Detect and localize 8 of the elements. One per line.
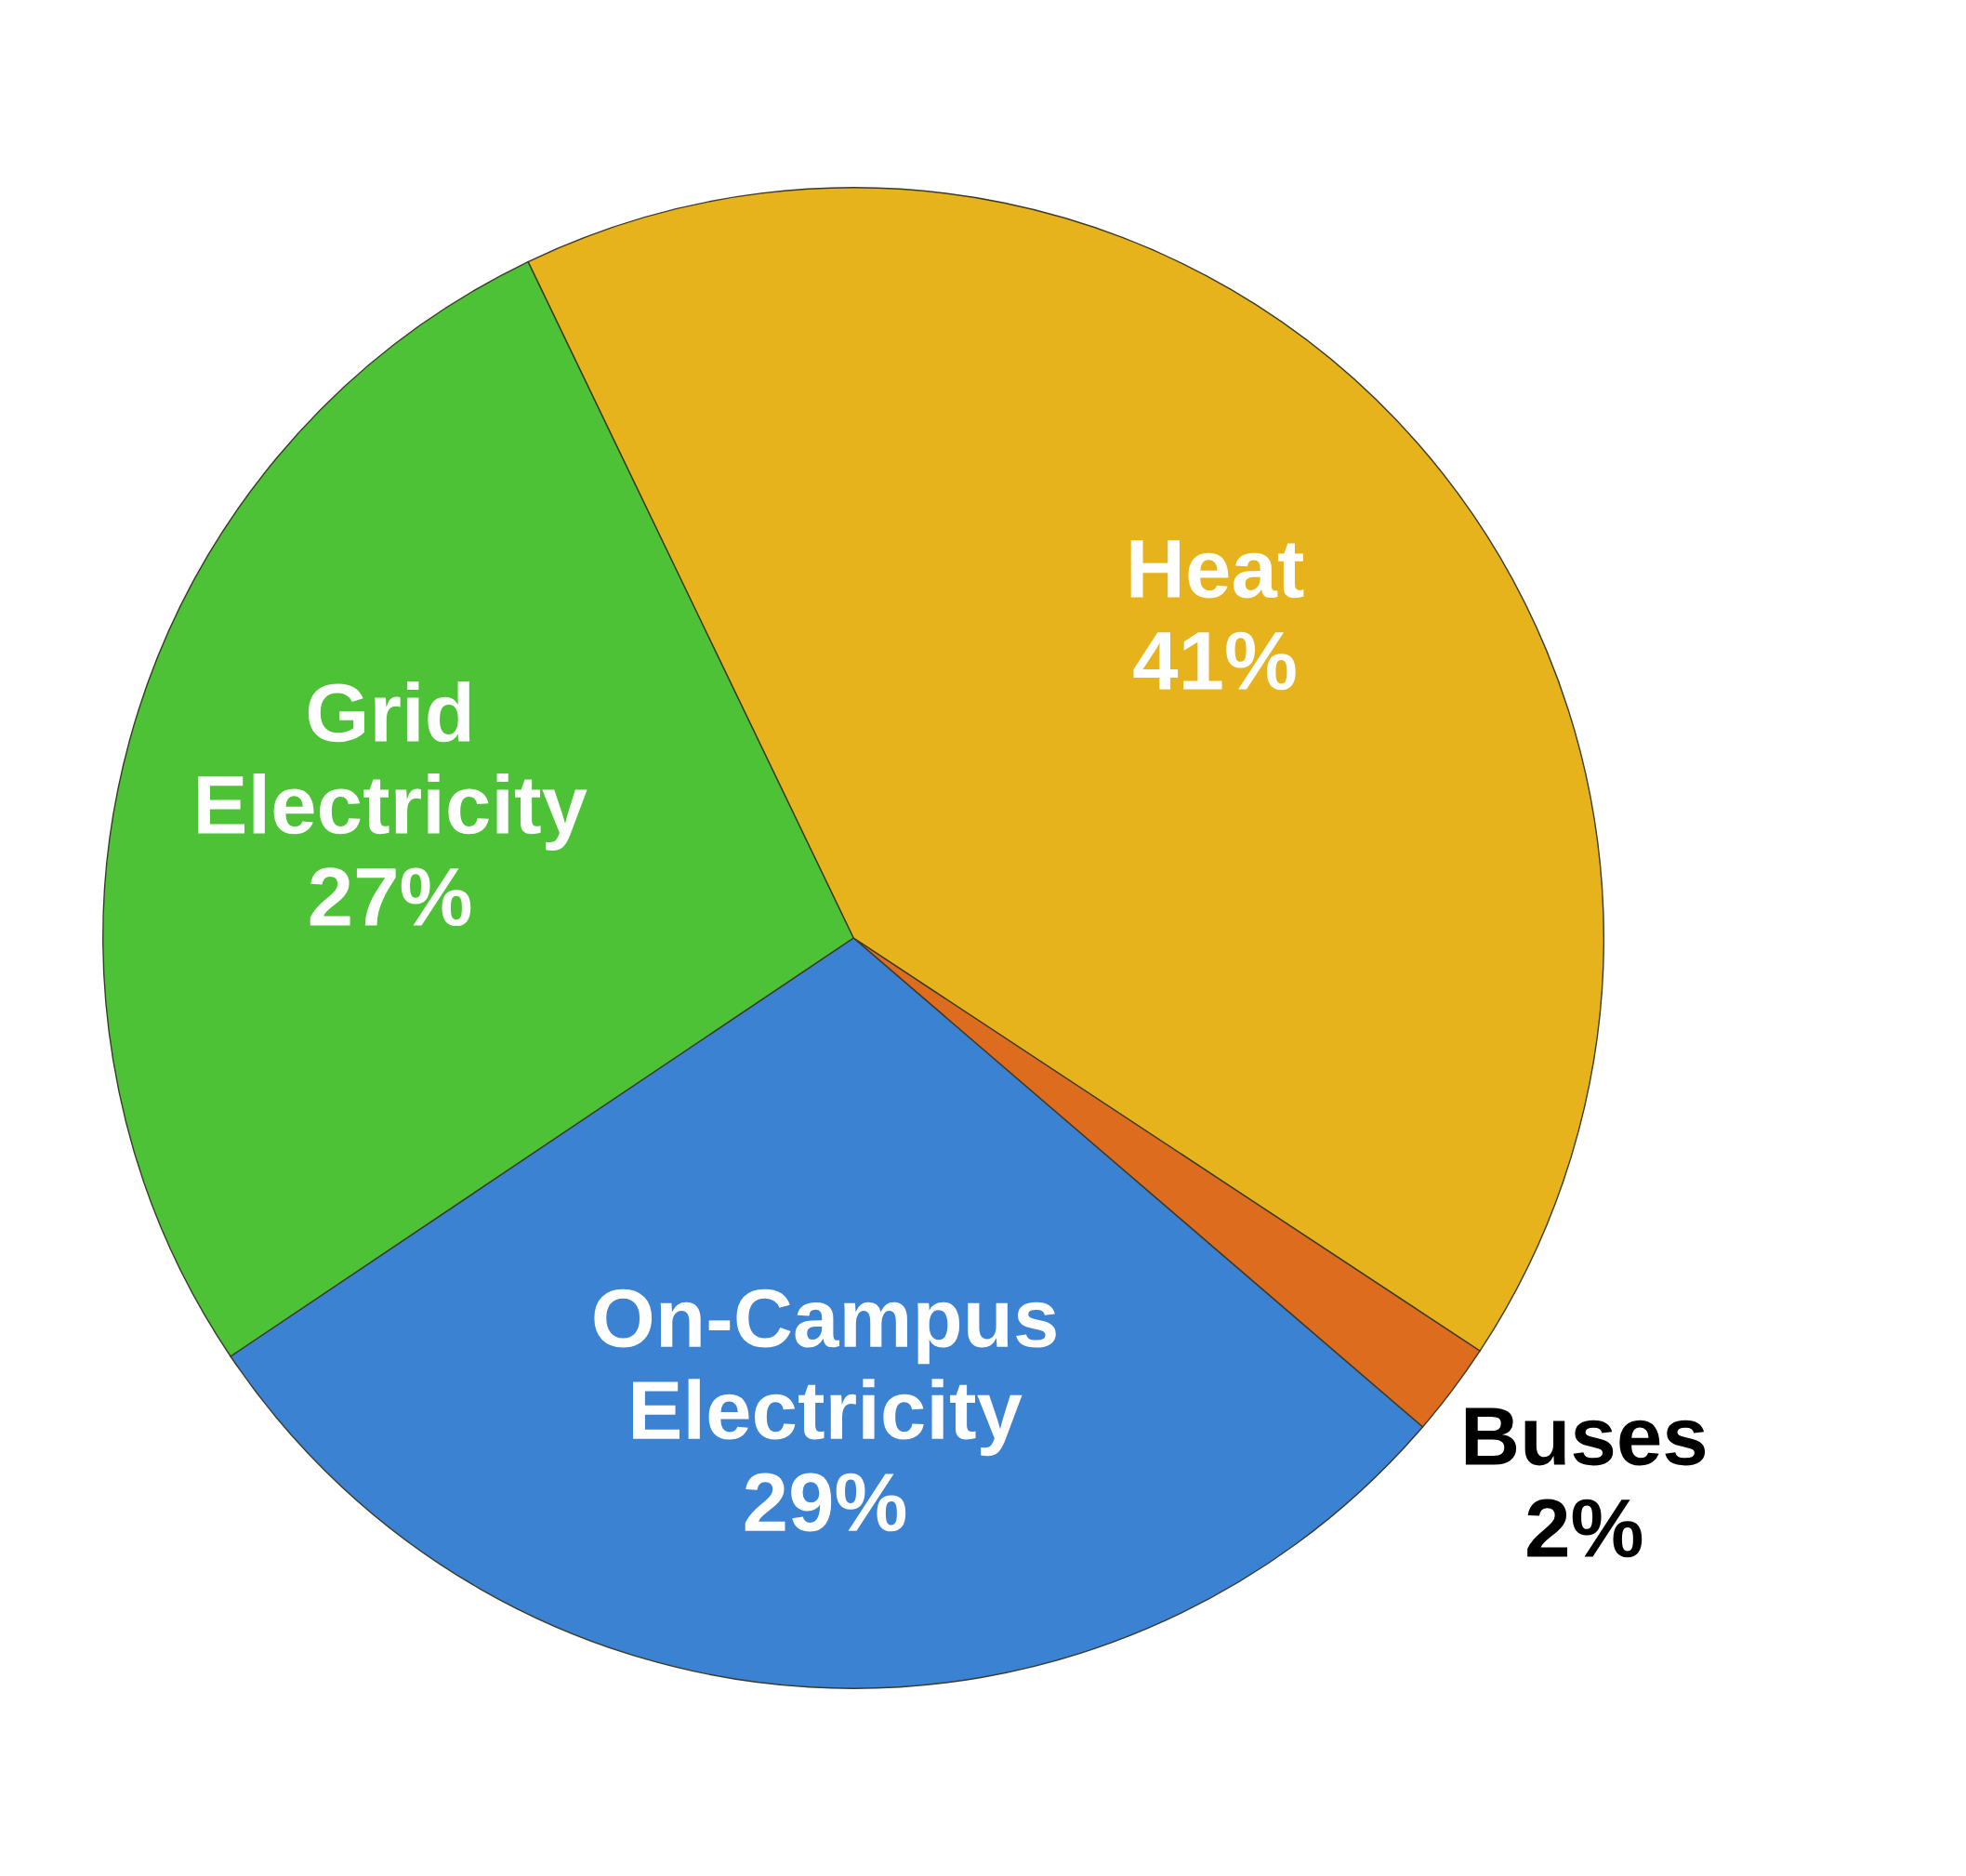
data-label: 2%: [1527, 1499, 1643, 1558]
slice-label: On-Campus Electricity: [594, 1288, 1056, 1457]
data-label: 29%: [745, 1473, 906, 1532]
data-label: 27%: [310, 867, 471, 927]
slice-label: Grid Electricity: [198, 681, 587, 851]
slice-label: Heat: [1130, 540, 1304, 599]
slice-label: Buses: [1465, 1407, 1706, 1466]
data-label: 41%: [1133, 631, 1296, 691]
